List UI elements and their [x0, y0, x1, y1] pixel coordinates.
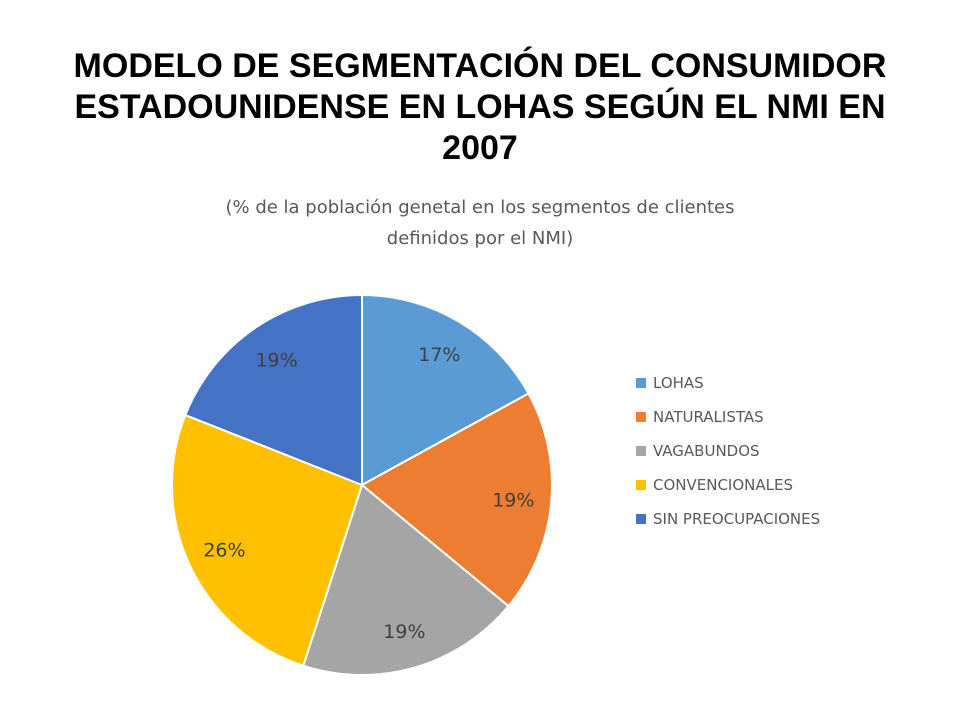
pie-slice-convencionales	[171, 413, 364, 667]
pie-slice-naturalistas	[360, 392, 553, 608]
legend-swatch	[636, 480, 646, 490]
legend-label: VAGABUNDOS	[653, 442, 760, 460]
pie-slice-vagabundos	[302, 483, 510, 676]
pie-slice-lohas	[361, 293, 530, 487]
data-label: 26%	[203, 540, 245, 562]
data-label: 19%	[255, 349, 297, 371]
legend-item: VAGABUNDOS	[636, 434, 820, 468]
legend-swatch	[636, 446, 646, 456]
legend-item: SIN PREOCUPACIONES	[636, 502, 820, 536]
legend-label: SIN PREOCUPACIONES	[653, 510, 821, 528]
legend-swatch	[636, 412, 646, 422]
title-line: 2007	[442, 129, 518, 167]
legend-swatch	[636, 378, 646, 388]
chart-title: MODELO DE SEGMENTACIÓN DEL CONSUMIDOR ES…	[0, 46, 960, 169]
legend-swatch	[636, 514, 646, 524]
legend-label: LOHAS	[653, 374, 704, 392]
data-label: 17%	[418, 344, 460, 366]
title-line: MODELO DE SEGMENTACIÓN DEL CONSUMIDOR	[73, 47, 887, 85]
data-label: 19%	[492, 489, 534, 511]
subtitle-line: definidos por el NMI)	[386, 228, 574, 249]
legend-label: CONVENCIONALES	[653, 476, 794, 494]
legend-label: NATURALISTAS	[653, 408, 764, 426]
title-line: ESTADOUNIDENSE EN LOHAS SEGÚN EL NMI EN	[74, 88, 886, 126]
legend-item: NATURALISTAS	[636, 400, 820, 434]
pie-slice-sin-preocupaciones	[184, 293, 363, 487]
subtitle-line: (% de la población genetal en los segmen…	[225, 197, 735, 218]
legend-item: LOHAS	[636, 366, 820, 400]
legend-item: CONVENCIONALES	[636, 468, 820, 502]
chart-subtitle: (% de la población genetal en los segmen…	[180, 192, 780, 254]
data-label: 19%	[383, 621, 425, 643]
legend: LOHAS NATURALISTAS VAGABUNDOS CONVENCIONALE…	[636, 366, 820, 536]
